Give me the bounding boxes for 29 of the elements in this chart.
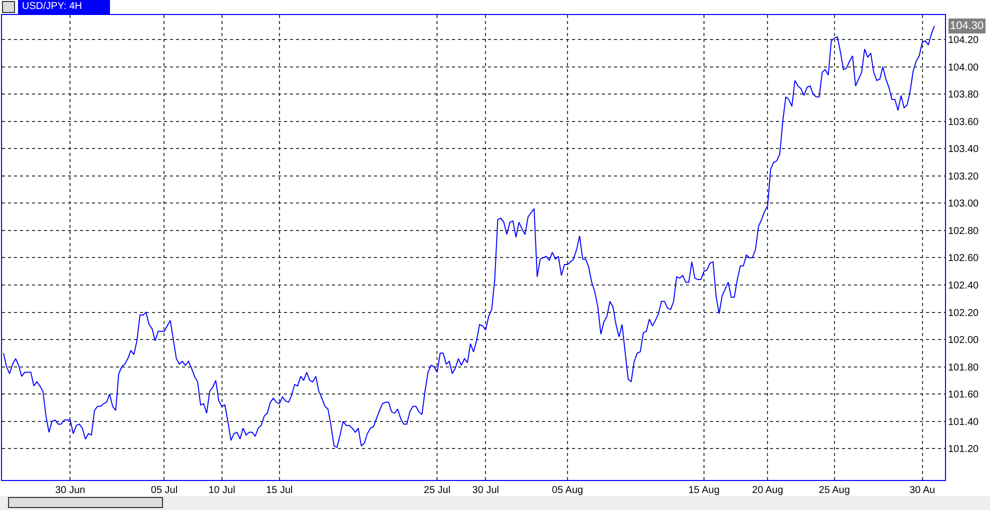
y-tick-label: 102.60 xyxy=(948,253,980,264)
text: 104.30 xyxy=(950,20,984,32)
x-tick-label: 20 Aug xyxy=(752,485,784,496)
y-tick-label: 104.00 xyxy=(948,62,980,74)
chart-title: USD/JPY: 4H xyxy=(18,0,110,14)
y-tick-label: 102.40 xyxy=(948,280,980,292)
x-tick-label: 30 Au xyxy=(909,485,936,496)
y-tick-label: 103.60 xyxy=(948,116,980,128)
y-tick-label: 102.80 xyxy=(948,226,980,237)
x-tick-label: 15 Jul xyxy=(266,485,293,496)
x-tick-label: 05 Jul xyxy=(150,485,178,496)
x-tick-label: 30 Jul xyxy=(472,485,499,496)
y-tick-label: 101.60 xyxy=(948,390,980,401)
y-tick-label: 101.80 xyxy=(948,362,980,374)
y-tick-label: 103.20 xyxy=(948,171,980,182)
x-tick-label: 25 Aug xyxy=(818,485,850,496)
y-tick-label: 103.80 xyxy=(948,90,980,101)
y-tick-label: 102.00 xyxy=(948,335,980,346)
y-tick-label: 103.00 xyxy=(948,198,980,210)
x-tick-label: 10 Jul xyxy=(208,485,236,496)
x-tick-label: 05 Aug xyxy=(552,485,584,496)
y-tick-label: 104.20 xyxy=(948,35,980,46)
x-tick-label: 15 Aug xyxy=(688,485,720,496)
x-tick-label: 25 Jul xyxy=(424,485,450,496)
y-tick-label: 101.20 xyxy=(948,444,980,456)
y-tick-label: 102.20 xyxy=(948,308,980,319)
y-tick-label: 101.40 xyxy=(948,416,980,428)
y-tick-label: 103.40 xyxy=(948,144,980,156)
x-tick-label: 30 Jun xyxy=(55,485,86,496)
